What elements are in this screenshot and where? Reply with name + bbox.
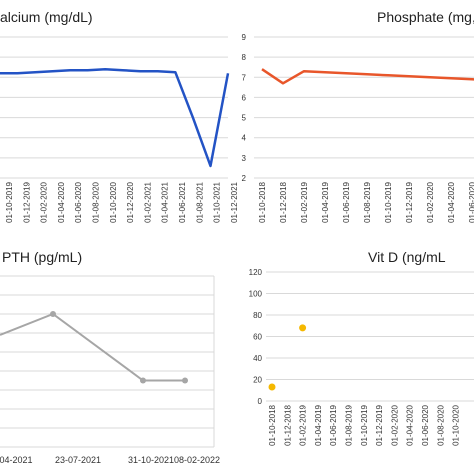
calcium-x-tick-label: 01-04-2021 (161, 181, 170, 222)
phosphate-y-tick-label: 7 (242, 73, 247, 82)
calcium-x-tick-label: 01-10-2021 (213, 181, 222, 222)
pth-panel: PTH (pg/mL) 04-2021 23-07-2021 31-10-2021 0… (0, 249, 220, 465)
phosphate-y-tick-label: 8 (242, 53, 247, 62)
pth-chart-title: PTH (pg/mL) (2, 249, 82, 265)
vitamin-d-x-tick-label: 01-08-2019 (345, 404, 354, 445)
calcium-x-tick-label: 01-08-2021 (195, 181, 204, 222)
phosphate-x-tick-label: 01-12-2018 (279, 181, 288, 222)
phosphate-y-tick-label: 4 (242, 134, 247, 143)
calcium-x-tick-label: 01-04-2020 (57, 181, 66, 222)
phosphate-chart-title: Phosphate (mg, (377, 9, 474, 25)
calcium-series-line (0, 67, 230, 168)
phosphate-y-tick-label: 5 (242, 114, 247, 123)
phosphate-y-tick-label: 9 (242, 33, 247, 42)
pth-x-tick-label: 08-02-2022 (174, 455, 220, 465)
phosphate-y-tick-label: 6 (242, 93, 247, 102)
phosphate-y-tick-label: 2 (242, 174, 247, 183)
vitamin-d-y-tick-label: 80 (253, 311, 262, 320)
vitamin-d-y-tick-label: 0 (258, 397, 263, 406)
phosphate-x-tick-label: 01-06-2020 (468, 181, 474, 222)
vitamin-d-y-tick-label: 40 (253, 354, 262, 363)
vitamin-d-x-tick-label: 01-10-2018 (268, 404, 277, 445)
pth-data-point (50, 311, 56, 317)
phosphate-x-tick-label: 01-04-2019 (321, 181, 330, 222)
vitamin-d-x-tick-label: 01-08-2020 (436, 404, 445, 445)
phosphate-panel: Phosphate (mg, 2 3 4 5 6 7 8 9 01-10-2018 01-12-2… (242, 9, 474, 223)
phosphate-x-tick-label: 01-06-2019 (342, 181, 351, 222)
vitamin-d-x-tick-label: 01-10-2020 (452, 404, 461, 445)
vitamin-d-y-tick-label: 20 (253, 376, 262, 385)
vitamin-d-y-tick-label: 120 (249, 268, 263, 277)
calcium-x-tick-label: 01-02-2020 (40, 181, 49, 222)
calcium-x-tick-label: 01-12-2021 (230, 181, 239, 222)
vitamin-d-x-tick-label: 01-10-2019 (360, 404, 369, 445)
vitamin-d-x-tick-label: 01-04-2020 (406, 404, 415, 445)
vitamin-d-y-tick-label: 60 (253, 333, 262, 342)
calcium-x-tick-label: 01-10-2020 (109, 181, 118, 222)
vitamin-d-data-point (299, 324, 307, 332)
vitamin-d-x-tick-label: 01-02-2019 (299, 404, 308, 445)
pth-x-tick-label: 04-2021 (0, 455, 33, 465)
phosphate-x-tick-label: 01-02-2020 (426, 181, 435, 222)
calcium-x-tick-label: 01-06-2020 (74, 181, 83, 222)
pth-x-tick-label: 31-10-2021 (128, 455, 174, 465)
vitamin-d-x-tick-label: 01-02-2020 (390, 404, 399, 445)
calcium-chart-title: alcium (mg/dL) (0, 9, 93, 25)
phosphate-series-line (261, 68, 474, 85)
vitamin-d-x-tick-label: 01-04-2019 (314, 404, 323, 445)
vitamin-d-chart-title: Vit D (ng/mL (368, 249, 446, 265)
vitamin-d-panel: Vit D (ng/mL 0 20 40 60 80 100 120 01-10-2018 01… (249, 249, 474, 446)
vitamin-d-y-tick-label: 100 (249, 290, 263, 299)
calcium-x-tick-label: 01-10-2019 (5, 181, 14, 222)
pth-data-point (182, 377, 188, 384)
calcium-x-tick-label: 01-06-2021 (178, 181, 187, 222)
phosphate-x-tick-label: 01-08-2019 (363, 181, 372, 222)
phosphate-x-tick-label: 01-12-2019 (405, 181, 414, 222)
phosphate-x-tick-label: 01-02-2019 (300, 181, 309, 222)
phosphate-x-tick-label: 01-10-2018 (258, 181, 267, 222)
calcium-x-tick-label: 01-12-2019 (22, 181, 31, 222)
phosphate-y-tick-label: 3 (242, 154, 247, 163)
vitamin-d-x-tick-label: 01-06-2019 (329, 404, 338, 445)
pth-data-point (140, 377, 146, 384)
calcium-x-tick-label: 01-12-2020 (126, 181, 135, 222)
vitamin-d-data-point (268, 383, 276, 391)
calcium-x-tick-label: 01-08-2020 (92, 181, 101, 222)
phosphate-x-tick-label: 01-10-2019 (384, 181, 393, 222)
phosphate-x-tick-label: 01-04-2020 (447, 181, 456, 222)
vitamin-d-x-tick-label: 01-12-2018 (283, 404, 292, 445)
pth-series-line (0, 312, 185, 382)
vitamin-d-x-tick-label: 01-06-2020 (421, 404, 430, 445)
pth-x-tick-label: 23-07-2021 (55, 455, 101, 465)
vitamin-d-x-tick-label: 01-12-2019 (375, 404, 384, 445)
calcium-x-tick-label: 01-02-2021 (143, 181, 152, 222)
calcium-panel: alcium (mg/dL) 01-10-2019 01-12-2019 01-02… (0, 9, 239, 223)
